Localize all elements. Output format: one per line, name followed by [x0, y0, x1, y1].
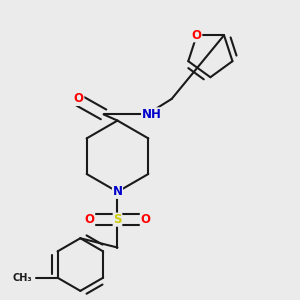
Text: S: S	[113, 213, 122, 226]
Text: O: O	[74, 92, 84, 105]
Text: NH: NH	[142, 108, 161, 121]
Text: O: O	[192, 29, 202, 42]
Text: N: N	[112, 185, 122, 198]
Text: O: O	[85, 213, 94, 226]
Text: CH₃: CH₃	[12, 273, 32, 283]
Text: O: O	[140, 213, 150, 226]
